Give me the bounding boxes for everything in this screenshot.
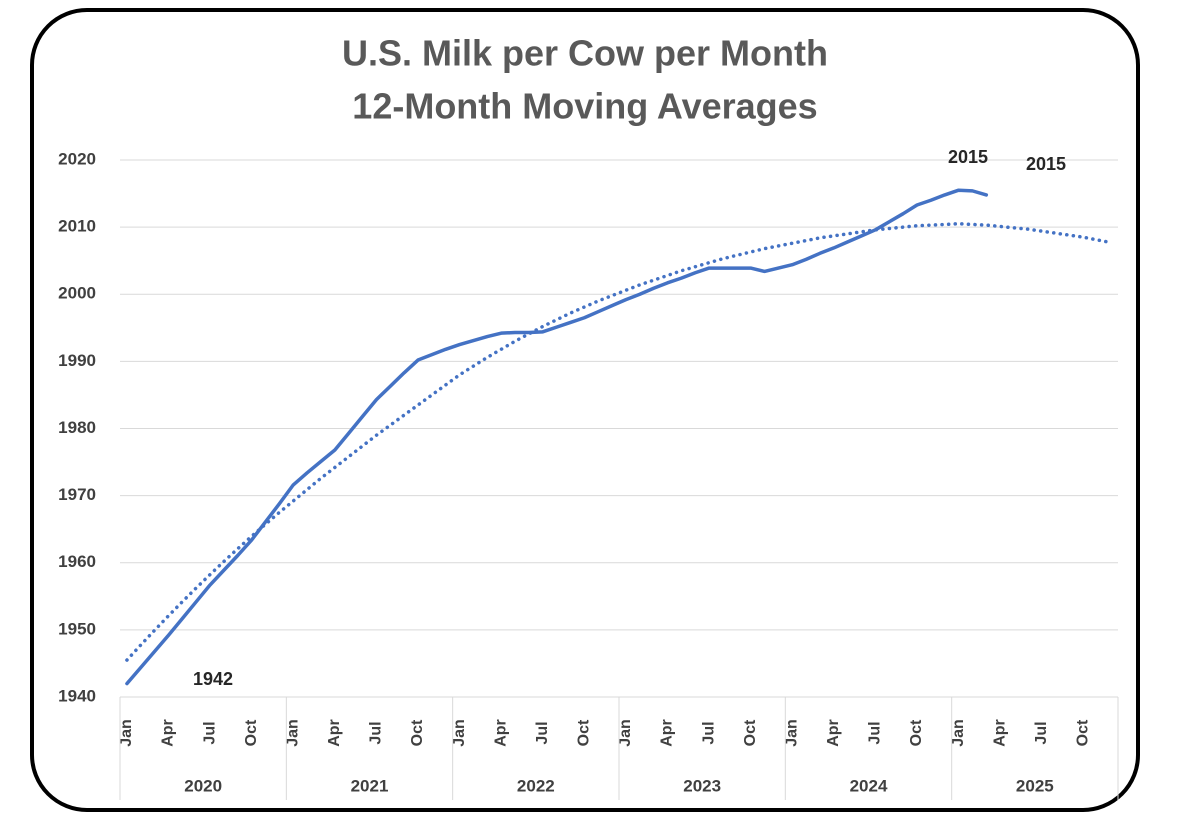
x-tick-label: Oct — [409, 719, 426, 746]
series-line — [125, 188, 989, 686]
y-tick-label: 1990 — [58, 351, 96, 370]
x-tick-label: Jan — [783, 719, 800, 747]
y-tick-label: 1950 — [58, 619, 96, 638]
group-label: 2021 — [351, 776, 389, 795]
chart-subtitle: 12-Month Moving Averages — [352, 86, 817, 127]
x-tick-label: Apr — [326, 719, 343, 747]
group-label: 2023 — [683, 776, 721, 795]
group-label: 2020 — [184, 776, 222, 795]
y-tick-label: 2020 — [58, 149, 96, 168]
x-tick-label: Jan — [617, 719, 634, 747]
y-tick-label: 1970 — [58, 485, 96, 504]
x-tick-label: Apr — [160, 719, 177, 747]
x-tick-label: Oct — [576, 719, 593, 746]
annotation: 2015 — [1026, 154, 1066, 174]
y-tick-label: 2010 — [58, 217, 96, 236]
x-tick-label: Oct — [742, 719, 759, 746]
x-tick-label: Jul — [700, 721, 717, 744]
x-tick-label: Oct — [908, 719, 925, 746]
x-tick-label: Jul — [867, 721, 884, 744]
x-tick-label: Jul — [1033, 721, 1050, 744]
annotation: 2015 — [948, 147, 988, 167]
group-label: 2025 — [1016, 776, 1054, 795]
x-tick-label: Jan — [950, 719, 967, 747]
y-tick-label: 1940 — [58, 686, 96, 705]
y-tick-label: 1960 — [58, 552, 96, 571]
x-tick-label: Apr — [659, 719, 676, 747]
x-tick-label: Apr — [991, 719, 1008, 747]
x-tick-label: Apr — [825, 719, 842, 747]
x-tick-label: Jul — [368, 721, 385, 744]
x-tick-label: Jan — [451, 719, 468, 747]
series-line — [125, 222, 1113, 662]
x-tick-label: Apr — [492, 719, 509, 747]
x-tick-label: Jan — [118, 719, 135, 747]
group-label: 2024 — [850, 776, 888, 795]
x-tick-label: Jul — [201, 721, 218, 744]
x-tick-label: Jan — [284, 719, 301, 747]
frame — [30, 8, 1140, 812]
chart-title: U.S. Milk per Cow per Month — [342, 33, 828, 74]
x-tick-label: Jul — [534, 721, 551, 744]
y-tick-label: 2000 — [58, 284, 96, 303]
x-tick-label: Oct — [1075, 719, 1092, 746]
annotation: 1942 — [193, 669, 233, 689]
group-label: 2022 — [517, 776, 555, 795]
x-tick-label: Oct — [243, 719, 260, 746]
y-tick-label: 1980 — [58, 418, 96, 437]
